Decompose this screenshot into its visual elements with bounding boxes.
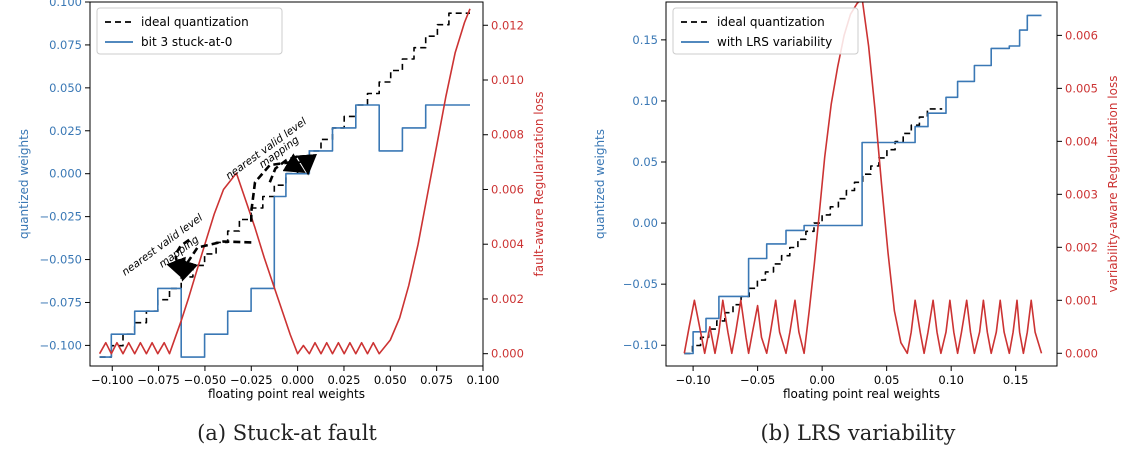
x-tick-label: −0.10 xyxy=(675,373,710,387)
x-tick-label: 0.000 xyxy=(281,373,314,387)
y-left-tick-label: −0.050 xyxy=(39,253,82,267)
legend-box xyxy=(672,7,859,55)
y-left-tick-label: −0.10 xyxy=(623,338,658,352)
x-tick-label: −0.050 xyxy=(184,373,227,387)
y-right-tick-label: 0.012 xyxy=(491,18,524,32)
mapping-arrow xyxy=(250,153,306,222)
x-tick-label: −0.100 xyxy=(91,373,134,387)
x-axis-label: floating point real weights xyxy=(783,387,940,401)
y-left-axis-label: quantized weights xyxy=(593,129,607,239)
y-right-tick-label: 0.005 xyxy=(1065,81,1098,95)
x-tick-label: 0.05 xyxy=(874,373,900,387)
chart-panel-stuck-at-fault: −0.100 −0.075 −0.050 −0.025 0.000 0.025 0.050 0… xyxy=(17,0,546,401)
x-axis-label: floating point real weights xyxy=(208,387,365,401)
y-left-tick-label: 0.10 xyxy=(632,94,658,108)
legend-label: ideal quantization xyxy=(141,15,249,29)
legend-label: ideal quantization xyxy=(717,15,825,29)
plot-frame xyxy=(665,1,1058,367)
x-tick-label: −0.025 xyxy=(230,373,273,387)
y-left-tick-label: −0.05 xyxy=(623,277,658,291)
x-tick-label: 0.00 xyxy=(809,373,835,387)
x-tick-label: 0.075 xyxy=(420,373,453,387)
y-right-axis-label: variability-aware Regularization loss xyxy=(1106,75,1120,292)
y-right-tick-label: 0.003 xyxy=(1065,187,1098,201)
mapping-arrow xyxy=(268,153,318,183)
legend-box xyxy=(96,7,283,55)
chart-panel-lrs-variability: −0.10 −0.05 0.00 0.05 0.10 0.15 −0.10 −0.05 0.00… xyxy=(593,1,1120,401)
y-left-tick-label: −0.100 xyxy=(39,338,82,352)
y-left-tick-label: −0.075 xyxy=(39,295,82,309)
y-right-tick-label: 0.004 xyxy=(491,237,524,251)
y-left-tick-label: 0.000 xyxy=(49,167,82,181)
y-right-tick-label: 0.010 xyxy=(491,73,524,87)
series-line-ideal-quantization xyxy=(99,12,470,358)
plot-area xyxy=(98,8,471,358)
y-left-tick-label: 0.075 xyxy=(49,38,82,52)
legend-label: bit 3 stuck-at-0 xyxy=(141,35,232,49)
y-right-tick-label: 0.001 xyxy=(1065,293,1098,307)
y-left-tick-label: 0.00 xyxy=(632,216,658,230)
x-tick-label: 0.050 xyxy=(374,373,407,387)
caption-b: (b) LRS variability xyxy=(761,421,956,445)
y-right-tick-label: 0.002 xyxy=(1065,240,1098,254)
y-left-tick-label: 0.15 xyxy=(632,33,658,47)
legend: ideal quantization with LRS variability xyxy=(672,7,859,55)
y-right-tick-label: 0.000 xyxy=(1065,346,1098,360)
y-left-tick-label: 0.025 xyxy=(49,124,82,138)
x-tick-label: −0.075 xyxy=(137,373,180,387)
plot-frame xyxy=(89,1,484,367)
series-line-variability-aware-regularization-loss xyxy=(683,2,1043,355)
y-right-tick-label: 0.006 xyxy=(491,182,524,196)
series-line-fault-aware-regularization-loss xyxy=(98,8,471,355)
x-tick-label: 0.025 xyxy=(327,373,360,387)
plot-area xyxy=(683,2,1043,355)
y-right-axis-label: fault-aware Regularization loss xyxy=(532,92,546,277)
y-right-tick-label: 0.006 xyxy=(1065,28,1098,42)
x-tick-label: −0.05 xyxy=(740,373,775,387)
y-left-tick-label: −0.025 xyxy=(39,210,82,224)
y-right-tick-label: 0.000 xyxy=(491,347,524,361)
y-right-tick-label: 0.008 xyxy=(491,128,524,142)
x-tick-label: 0.10 xyxy=(938,373,964,387)
series-line-bit-3-stuck-at-0 xyxy=(99,104,470,358)
legend: ideal quantization bit 3 stuck-at-0 xyxy=(96,7,283,55)
y-right-tick-label: 0.004 xyxy=(1065,134,1098,148)
y-left-tick-label: 0.050 xyxy=(49,81,82,95)
caption-a: (a) Stuck-at fault xyxy=(197,421,377,445)
x-tick-label: 0.15 xyxy=(1003,373,1029,387)
x-tick-label: 0.100 xyxy=(467,373,500,387)
y-left-tick-label: 0.05 xyxy=(632,155,658,169)
y-right-tick-label: 0.002 xyxy=(491,292,524,306)
legend-label: with LRS variability xyxy=(717,35,832,49)
series-line-with-lrs-variability xyxy=(684,14,1042,355)
y-left-axis-label: quantized weights xyxy=(17,129,31,239)
annotation-label: nearest valid level xyxy=(224,116,309,183)
y-left-tick-label: 0.100 xyxy=(49,0,82,9)
mapping-arrow xyxy=(166,238,190,280)
series-line-ideal-quantization xyxy=(684,108,943,355)
